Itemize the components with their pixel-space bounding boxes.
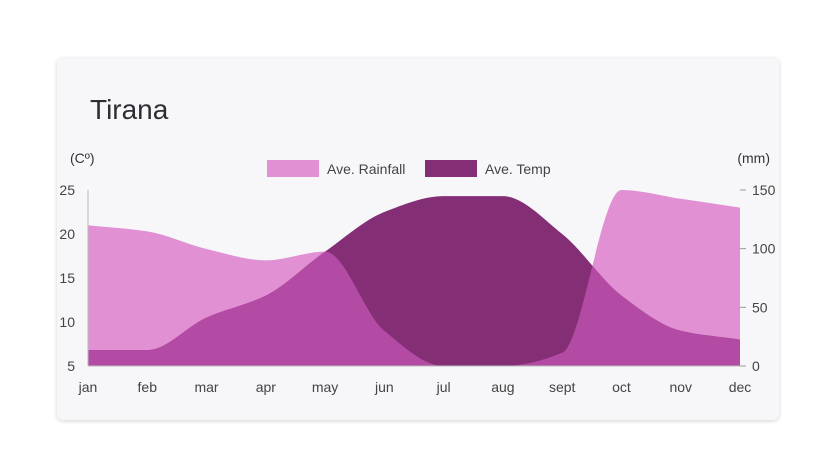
- legend-label-temp: Ave. Temp: [485, 161, 551, 177]
- x-tick-label: sept: [549, 379, 576, 395]
- x-tick-label: mar: [194, 379, 218, 395]
- x-tick-label: dec: [729, 379, 752, 395]
- legend-swatch-temp: [425, 160, 477, 177]
- legend: Ave. Rainfall Ave. Temp: [267, 160, 551, 177]
- left-tick-label: 25: [59, 182, 75, 198]
- right-tick-label: 100: [752, 241, 776, 257]
- left-tick-label: 20: [59, 226, 75, 242]
- chart-title: Tirana: [90, 94, 169, 125]
- legend-label-rainfall: Ave. Rainfall: [327, 161, 405, 177]
- x-tick-label: oct: [612, 379, 631, 395]
- x-tick-label: aug: [491, 379, 514, 395]
- x-tick-label: feb: [138, 379, 158, 395]
- x-tick-label: nov: [669, 379, 692, 395]
- legend-swatch-rainfall: [267, 160, 319, 177]
- x-tick-label: may: [312, 379, 338, 395]
- left-tick-label: 15: [59, 270, 75, 286]
- x-tick-label: apr: [256, 379, 277, 395]
- x-tick-label: jun: [374, 379, 394, 395]
- right-axis-unit: (mm): [737, 150, 770, 166]
- left-tick-label: 10: [59, 314, 75, 330]
- right-tick-label: 50: [752, 299, 768, 315]
- axes: 5 10 15 20 25 0 50 100 150 jan feb mar apr may jun jul a…: [59, 182, 775, 395]
- left-axis-unit: (Cº): [70, 150, 95, 166]
- right-tick-label: 0: [752, 358, 760, 374]
- x-tick-label: jan: [78, 379, 98, 395]
- x-tick-label: jul: [436, 379, 451, 395]
- plot-area: [88, 190, 740, 366]
- left-tick-label: 5: [67, 358, 75, 374]
- right-tick-label: 150: [752, 182, 776, 198]
